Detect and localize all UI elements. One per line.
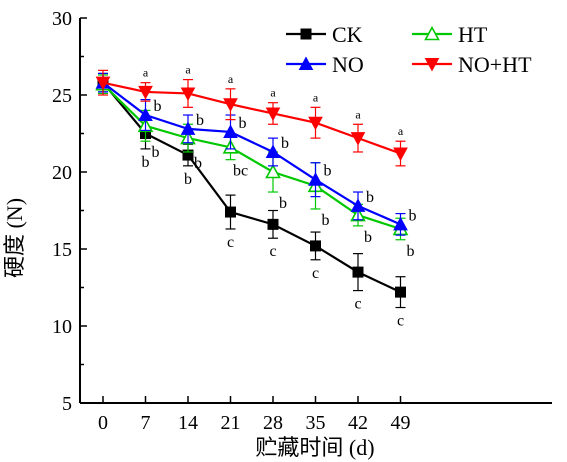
sig-label-no: b (281, 135, 289, 152)
y-tick-label-25: 25 (52, 85, 72, 107)
legend-label-ht: HT (458, 22, 488, 47)
y-tick-label-20: 20 (52, 162, 72, 184)
data-point-ck (267, 218, 279, 230)
y-tick-label-10: 10 (52, 316, 72, 338)
data-point-no-ht (180, 87, 196, 102)
data-point-ck (395, 286, 406, 298)
sig-label-no-ht: a (355, 107, 361, 121)
data-point-no-ht (138, 85, 153, 100)
x-tick-label-35: 35 (306, 412, 326, 434)
data-point-no (180, 121, 196, 135)
data-point-ck (182, 149, 194, 161)
sig-label-ck: c (227, 234, 234, 251)
y-axis-title: 硬度 (N) (2, 198, 27, 278)
legend-marker-ht (424, 25, 440, 41)
sig-label-no: b (324, 163, 332, 180)
sig-label-ck: c (312, 265, 319, 282)
sig-label-no-ht: a (185, 63, 191, 77)
legend-item-no-ht: NO+HT (412, 52, 532, 77)
legend-label-no: NO (332, 52, 364, 77)
legend-item-no: NO (286, 52, 364, 77)
y-tick-label-5: 5 (62, 393, 72, 415)
legend-marker-ck (300, 28, 312, 40)
series-no-ht (95, 69, 408, 167)
sig-label-ck: c (269, 243, 276, 260)
x-tick-label-49: 49 (391, 412, 411, 434)
data-point-no (138, 107, 153, 122)
sig-label-no-ht: a (313, 90, 319, 104)
sig-label-ck: b (142, 154, 150, 171)
x-tick-label-0: 0 (98, 412, 108, 434)
legend-marker-no-ht (424, 58, 440, 72)
data-point-no-ht (223, 98, 238, 112)
data-point-no-ht (308, 116, 323, 131)
series-layer (95, 69, 409, 309)
legend-label-ck: CK (332, 22, 363, 47)
data-point-ck (310, 240, 321, 252)
x-tick-label-28: 28 (263, 412, 283, 434)
x-tick-label-42: 42 (348, 412, 368, 434)
data-point-ck (225, 206, 236, 218)
sig-label-ht: b (279, 195, 287, 212)
series-no (95, 72, 408, 236)
legend-item-ht: HT (412, 22, 488, 47)
sig-label-ht: b (194, 155, 202, 172)
sig-label-no-ht: a (398, 124, 404, 138)
sig-label-ck: c (354, 296, 361, 313)
data-point-ht (265, 163, 281, 179)
series-line-ck (102, 81, 401, 294)
sig-label-ht: b (322, 212, 330, 229)
sig-label-ht: bc (233, 163, 248, 180)
sig-label-no: b (196, 112, 204, 129)
data-point-no (223, 124, 238, 138)
data-point-no (393, 216, 408, 231)
legend-item-ck: CK (286, 22, 363, 47)
data-point-no-ht (95, 76, 111, 91)
x-axis-title: 贮藏时间 (d) (255, 435, 374, 460)
sig-label-ht: b (407, 243, 415, 260)
series-line-ht (102, 83, 401, 231)
sig-label-no-ht: a (270, 86, 276, 100)
sig-label-no-ht: a (228, 72, 234, 86)
sig-label-ck: b (184, 171, 192, 188)
data-point-no-ht (265, 107, 281, 122)
sig-label-no: b (409, 207, 417, 224)
sig-label-no: b (154, 98, 162, 115)
x-tick-label-21: 21 (221, 412, 241, 434)
axes: 5 10 15 20 25 30 0 7 14 21 28 35 42 49 (52, 8, 552, 434)
legend-label-no-ht: NO+HT (458, 52, 532, 77)
data-point-no-ht (350, 132, 366, 146)
data-point-no (265, 144, 281, 158)
data-point-no (308, 172, 323, 186)
sig-label-no: b (239, 115, 247, 132)
sig-label-ht: b (152, 144, 160, 161)
data-point-no-ht (393, 147, 408, 162)
data-point-ck (352, 266, 364, 278)
sig-label-no-ht: a (143, 66, 149, 80)
x-tick-label-7: 7 (141, 412, 151, 434)
legend: CK HT NO NO+HT (286, 22, 532, 77)
y-tick-label-30: 30 (52, 8, 72, 30)
series-line-no-ht (102, 81, 401, 155)
sig-label-no: b (366, 189, 374, 206)
y-tick-label-15: 15 (52, 239, 72, 261)
legend-marker-no (298, 56, 314, 70)
sig-label-ht: b (364, 229, 372, 246)
series-line-no (102, 81, 401, 226)
data-point-no (350, 198, 366, 212)
x-tick-label-14: 14 (178, 412, 198, 434)
sig-label-ck: c (397, 313, 404, 330)
